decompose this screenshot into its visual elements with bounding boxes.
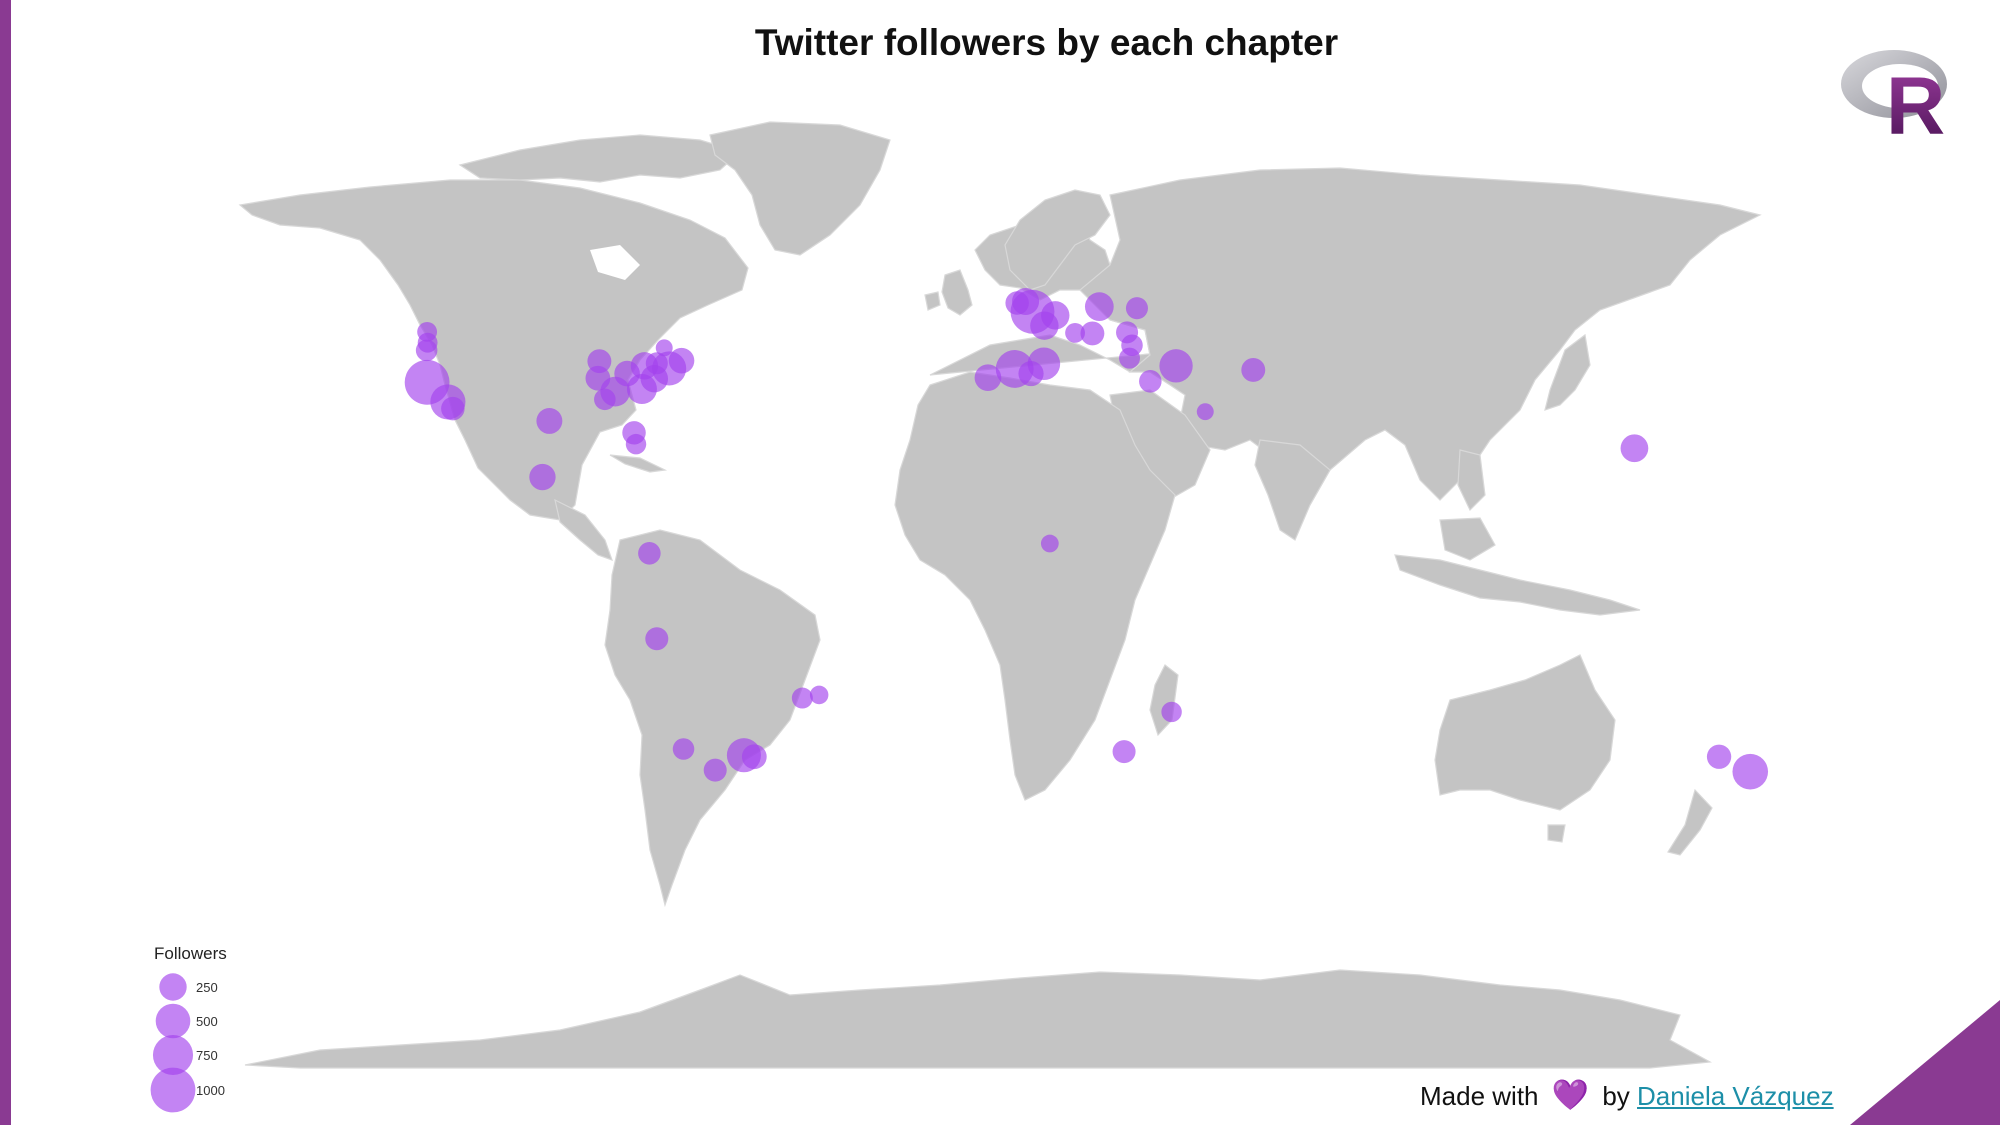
chapter-bubble [809, 685, 829, 705]
madagascar-island [1149, 664, 1179, 737]
great-britain-island [941, 269, 973, 316]
chapter-bubble [1620, 434, 1649, 463]
chapter-bubble [1030, 311, 1059, 340]
author-link[interactable]: Daniela Vázquez [1637, 1081, 1834, 1111]
south-america-land [604, 529, 821, 908]
chapter-bubble [1119, 347, 1141, 369]
borneo-island [1439, 517, 1496, 561]
footer-credit: Made with 💜 by Daniela Vázquez [1420, 1078, 1834, 1113]
chapter-bubble [1084, 292, 1114, 321]
canadian-arctic-islands [458, 134, 742, 183]
chapter-bubble [703, 758, 727, 782]
greenland-land [709, 121, 891, 256]
legend-label-1000: 1000 [196, 1083, 225, 1098]
chapter-bubble [1012, 287, 1040, 315]
corner-triangle [1850, 1000, 2000, 1125]
chapter-bubble [1065, 322, 1085, 343]
legend-title: Followers [154, 944, 227, 963]
chapter-bubble [741, 744, 767, 770]
antarctica-land [244, 969, 1712, 1069]
chapter-bubble [1040, 534, 1059, 553]
hudson-bay-island [590, 245, 640, 280]
chapter-bubble [441, 396, 465, 421]
heart-icon: 💜 [1551, 1079, 1590, 1112]
philippines-islands [1457, 449, 1486, 512]
chapter-bubble [672, 738, 695, 760]
legend-bubbles [150, 973, 196, 1113]
cuba-island [609, 454, 668, 473]
chapter-bubble [1732, 753, 1769, 790]
footer-by: by [1602, 1081, 1630, 1111]
r-logo-icon: R [1841, 50, 1947, 142]
indian-subcontinent-land [1254, 439, 1331, 541]
chapter-bubble [1080, 321, 1105, 346]
chapter-bubble [415, 339, 438, 362]
legend-bubble-750 [152, 1034, 194, 1076]
chapter-bubble [645, 627, 669, 651]
ireland-island [924, 291, 941, 311]
chapter-bubble [1196, 403, 1214, 421]
chapter-bubble [625, 433, 647, 455]
footer-made-with: Made with [1420, 1081, 1539, 1111]
left-accent-bar [0, 0, 11, 1125]
chapter-bubble [655, 339, 673, 357]
japan-islands [1544, 333, 1591, 411]
chapter-bubble [1159, 349, 1193, 383]
new-zealand-islands [1667, 788, 1713, 856]
chapter-bubble [1112, 740, 1136, 764]
chapter-bubble [1125, 297, 1148, 320]
australia-land [1434, 654, 1616, 811]
chapter-bubble [529, 463, 556, 491]
legend-bubble-500 [155, 1003, 191, 1039]
legend-bubble-1000 [150, 1067, 196, 1113]
chapter-bubble [1706, 744, 1732, 769]
central-america-land [554, 498, 613, 561]
legend-label-250: 250 [196, 980, 218, 995]
chapter-bubble [638, 542, 661, 565]
land-layer [238, 121, 1762, 1069]
chapter-bubble [536, 407, 563, 434]
indonesia-islands [1394, 554, 1641, 616]
chapter-bubble [668, 347, 695, 374]
chapter-bubble [791, 687, 813, 709]
r-logo-letter: R [1886, 61, 1945, 142]
chapter-bubbles [404, 287, 1769, 790]
chapter-bubble [1241, 358, 1266, 382]
chapter-bubble [974, 364, 1002, 392]
map-title: Twitter followers by each chapter [754, 22, 1339, 63]
chapter-bubble [1161, 701, 1182, 723]
tasmania-island [1547, 824, 1566, 843]
chapter-bubble [594, 388, 616, 411]
africa-land [894, 371, 1176, 801]
scandinavia-land [1004, 189, 1111, 291]
legend-label-500: 500 [196, 1014, 218, 1029]
chapter-bubble [1018, 360, 1044, 387]
legend-label-750: 750 [196, 1048, 218, 1063]
chapter-bubble [1139, 370, 1162, 393]
asia-land [1079, 167, 1762, 522]
legend-bubble-250 [159, 973, 187, 1001]
